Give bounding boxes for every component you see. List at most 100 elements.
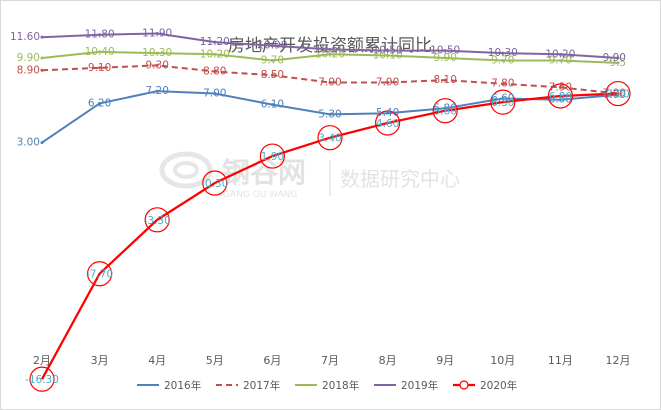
- legend-item: 2018年: [295, 379, 359, 392]
- x-tick-label: 7月: [321, 354, 339, 367]
- data-point: [386, 54, 390, 58]
- data-point: [270, 44, 274, 48]
- data-label: 9.90: [17, 52, 40, 64]
- data-point: [501, 82, 505, 86]
- data-label: 10.50: [430, 45, 460, 57]
- data-point: [40, 68, 44, 72]
- data-label: 8.50: [261, 69, 284, 81]
- data-label: 9.70: [491, 54, 514, 66]
- data-point: [386, 49, 390, 53]
- data-label: 6.50: [549, 94, 572, 106]
- data-point: [270, 103, 274, 107]
- data-point: [98, 66, 102, 70]
- data-point: [328, 47, 332, 51]
- data-label: 3.40: [318, 133, 341, 145]
- data-point: [213, 52, 217, 56]
- data-point-marker: [144, 207, 170, 233]
- x-tick-label: 5月: [206, 354, 224, 367]
- data-label: 9.10: [88, 62, 111, 74]
- data-label: 7.80: [491, 78, 514, 90]
- x-axis: 2月 3月 4月 5月 6月 7月 8月 9月 10月 11月 12月: [33, 354, 631, 367]
- x-tick-label: 3月: [91, 354, 109, 367]
- data-point-marker: [29, 366, 55, 392]
- data-point: [155, 51, 159, 55]
- watermark-logo-icon: [159, 151, 213, 189]
- data-label: 1.90: [261, 151, 284, 163]
- data-label: 9.90: [603, 52, 626, 64]
- data-point: [443, 106, 447, 110]
- data-label: 10.50: [373, 45, 403, 57]
- data-point: [40, 141, 44, 145]
- data-point-marker: [547, 83, 574, 109]
- data-point: [501, 58, 505, 62]
- legend-marker: [459, 380, 469, 390]
- legend-label: 2017年: [243, 379, 280, 392]
- data-label: 7.00: [203, 88, 226, 100]
- data-label: 6.30: [491, 97, 514, 109]
- data-point: [98, 101, 102, 105]
- legend-label: 2016年: [164, 379, 201, 392]
- data-label: 6.80: [549, 91, 572, 103]
- data-label: 6.10: [261, 99, 284, 111]
- data-label: 5.60: [434, 106, 457, 118]
- legend-item: 2019年: [374, 379, 438, 392]
- data-point: [443, 78, 447, 82]
- data-label: 7.50: [549, 81, 572, 93]
- series-markers: [29, 31, 631, 392]
- data-point: [501, 96, 505, 100]
- data-point: [501, 51, 505, 55]
- data-label: 7.20: [146, 85, 169, 97]
- data-point: [328, 81, 332, 85]
- data-label: 3.00: [17, 137, 40, 149]
- data-label: 4.60: [376, 118, 399, 130]
- x-tick-label: 2月: [33, 354, 51, 367]
- data-point: [328, 112, 332, 116]
- data-point-marker: [605, 80, 631, 107]
- x-tick-label: 6月: [263, 354, 281, 367]
- legend-label: 2019年: [401, 379, 438, 392]
- data-label: 5.40: [376, 107, 399, 119]
- data-label: 5.80: [434, 102, 457, 114]
- x-tick-label: 10月: [490, 354, 515, 367]
- data-label: -7.70: [86, 269, 113, 281]
- data-label: 10.30: [142, 47, 172, 59]
- series-line-2017年: [41, 64, 619, 95]
- data-label: 6.60: [491, 92, 514, 104]
- data-point: [386, 81, 390, 85]
- x-tick-label: 12月: [606, 354, 631, 367]
- data-point-marker: [202, 170, 228, 196]
- data-label: 10.20: [200, 48, 230, 60]
- data-label: 6.90: [603, 89, 626, 101]
- data-label: 5.30: [318, 108, 341, 120]
- data-point: [98, 33, 102, 37]
- legend: 2016年 2017年 2018年 2019年 2020年: [137, 379, 517, 392]
- data-label: 8.90: [17, 64, 40, 76]
- data-label: 7.00: [603, 88, 626, 100]
- data-point: [155, 31, 159, 35]
- data-point: [443, 49, 447, 53]
- data-label: 11.90: [142, 27, 172, 39]
- data-point: [213, 40, 217, 44]
- data-point: [616, 56, 620, 60]
- data-point: [270, 73, 274, 77]
- data-point: [213, 69, 217, 73]
- series-line-2020年: [41, 92, 619, 380]
- data-point: [155, 89, 159, 93]
- data-label: 7.90: [376, 77, 399, 89]
- watermark-brand-en: GANG GU WANG: [223, 190, 297, 200]
- legend-item: 2017年: [216, 379, 280, 392]
- data-label: 8.80: [203, 65, 226, 77]
- legend-label: 2020年: [480, 379, 517, 392]
- data-label: 10.40: [85, 46, 115, 58]
- legend-item: 2016年: [137, 379, 201, 392]
- data-label: 9.70: [549, 54, 572, 66]
- data-point-marker: [432, 98, 458, 124]
- data-point-marker: [490, 89, 516, 115]
- watermark-tagline: 数据研究中心: [340, 167, 460, 191]
- data-point: [40, 56, 44, 60]
- data-label: 10.90: [257, 40, 287, 52]
- data-point-marker: [375, 110, 401, 136]
- data-label: 9.70: [261, 54, 284, 66]
- x-tick-label: 4月: [148, 354, 166, 367]
